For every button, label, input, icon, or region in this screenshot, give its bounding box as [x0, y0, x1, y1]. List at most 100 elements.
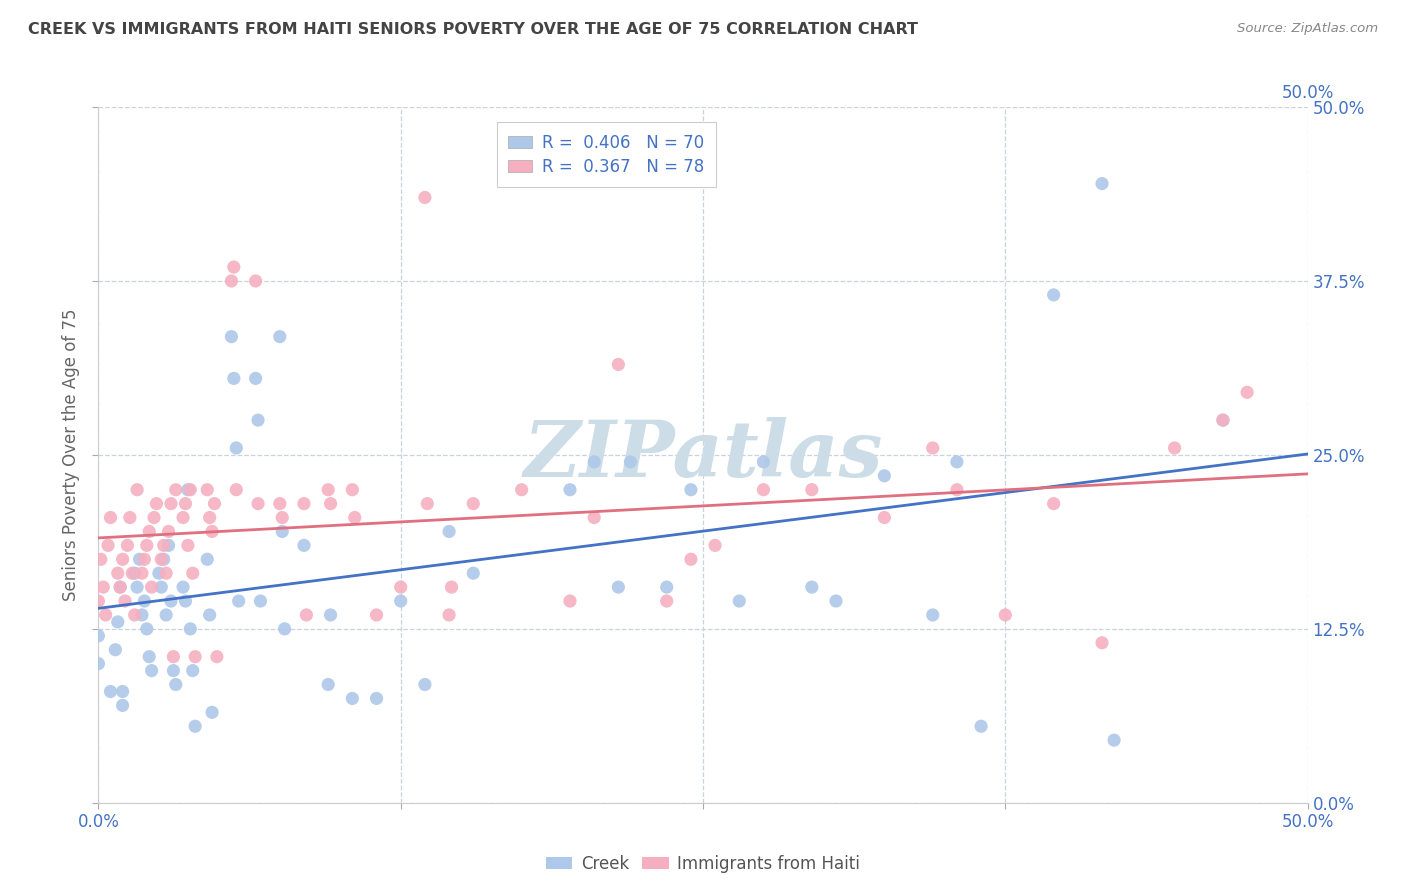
Point — [145, 497, 167, 511]
Point — [174, 497, 197, 511]
Point — [463, 497, 485, 511]
Point — [437, 524, 460, 539]
Point — [295, 607, 318, 622]
Point — [1091, 177, 1114, 191]
Point — [150, 580, 173, 594]
Point — [946, 483, 969, 497]
Point — [157, 524, 180, 539]
Point — [107, 566, 129, 581]
Point — [679, 483, 702, 497]
Point — [143, 510, 166, 524]
Point — [172, 580, 194, 594]
Point — [463, 566, 485, 581]
Point — [946, 455, 969, 469]
Point — [184, 719, 207, 733]
Point — [114, 594, 136, 608]
Point — [225, 441, 247, 455]
Point — [179, 483, 201, 497]
Point — [679, 552, 702, 566]
Point — [558, 594, 581, 608]
Text: ZIPatlas: ZIPatlas — [523, 417, 883, 493]
Point — [165, 483, 187, 497]
Point — [247, 413, 270, 427]
Point — [195, 552, 218, 566]
Point — [87, 657, 110, 671]
Point — [607, 358, 630, 372]
Point — [389, 580, 412, 594]
Point — [225, 483, 247, 497]
Point — [111, 698, 134, 713]
Point — [181, 566, 204, 581]
Point — [389, 594, 412, 608]
Point — [179, 622, 201, 636]
Point — [413, 677, 436, 691]
Point — [316, 483, 339, 497]
Point — [131, 607, 153, 622]
Point — [222, 260, 245, 274]
Point — [135, 538, 157, 552]
Point — [138, 649, 160, 664]
Point — [111, 684, 134, 698]
Point — [195, 483, 218, 497]
Point — [510, 483, 533, 497]
Point — [152, 538, 174, 552]
Point — [121, 566, 143, 581]
Point — [245, 371, 267, 385]
Point — [152, 552, 174, 566]
Point — [155, 607, 177, 622]
Point — [655, 594, 678, 608]
Point — [172, 510, 194, 524]
Point — [1091, 636, 1114, 650]
Point — [825, 594, 848, 608]
Point — [873, 468, 896, 483]
Point — [800, 483, 823, 497]
Point — [728, 594, 751, 608]
Point — [107, 615, 129, 629]
Point — [205, 649, 228, 664]
Point — [1212, 413, 1234, 427]
Point — [201, 524, 224, 539]
Point — [127, 483, 149, 497]
Point — [273, 622, 295, 636]
Point — [342, 691, 364, 706]
Legend: Creek, Immigrants from Haiti: Creek, Immigrants from Haiti — [538, 848, 868, 880]
Point — [245, 274, 267, 288]
Legend: R =  0.406   N = 70, R =  0.367   N = 78: R = 0.406 N = 70, R = 0.367 N = 78 — [496, 122, 716, 187]
Point — [97, 538, 120, 552]
Point — [1102, 733, 1125, 747]
Point — [269, 329, 291, 343]
Point — [271, 510, 294, 524]
Point — [366, 607, 388, 622]
Point — [127, 580, 149, 594]
Point — [148, 566, 170, 581]
Point — [87, 629, 110, 643]
Point — [87, 594, 110, 608]
Point — [247, 497, 270, 511]
Point — [249, 594, 271, 608]
Point — [221, 274, 243, 288]
Point — [800, 580, 823, 594]
Point — [100, 684, 122, 698]
Point — [994, 607, 1017, 622]
Point — [134, 594, 156, 608]
Point — [873, 510, 896, 524]
Point — [177, 538, 200, 552]
Point — [111, 552, 134, 566]
Point — [1042, 497, 1064, 511]
Point — [1042, 288, 1064, 302]
Point — [162, 664, 184, 678]
Point — [160, 497, 183, 511]
Point — [228, 594, 250, 608]
Point — [619, 455, 641, 469]
Point — [100, 510, 122, 524]
Point — [558, 483, 581, 497]
Point — [921, 441, 943, 455]
Point — [222, 371, 245, 385]
Point — [1212, 413, 1234, 427]
Point — [90, 552, 112, 566]
Point — [343, 510, 366, 524]
Point — [150, 552, 173, 566]
Point — [104, 642, 127, 657]
Point — [704, 538, 727, 552]
Point — [201, 706, 224, 720]
